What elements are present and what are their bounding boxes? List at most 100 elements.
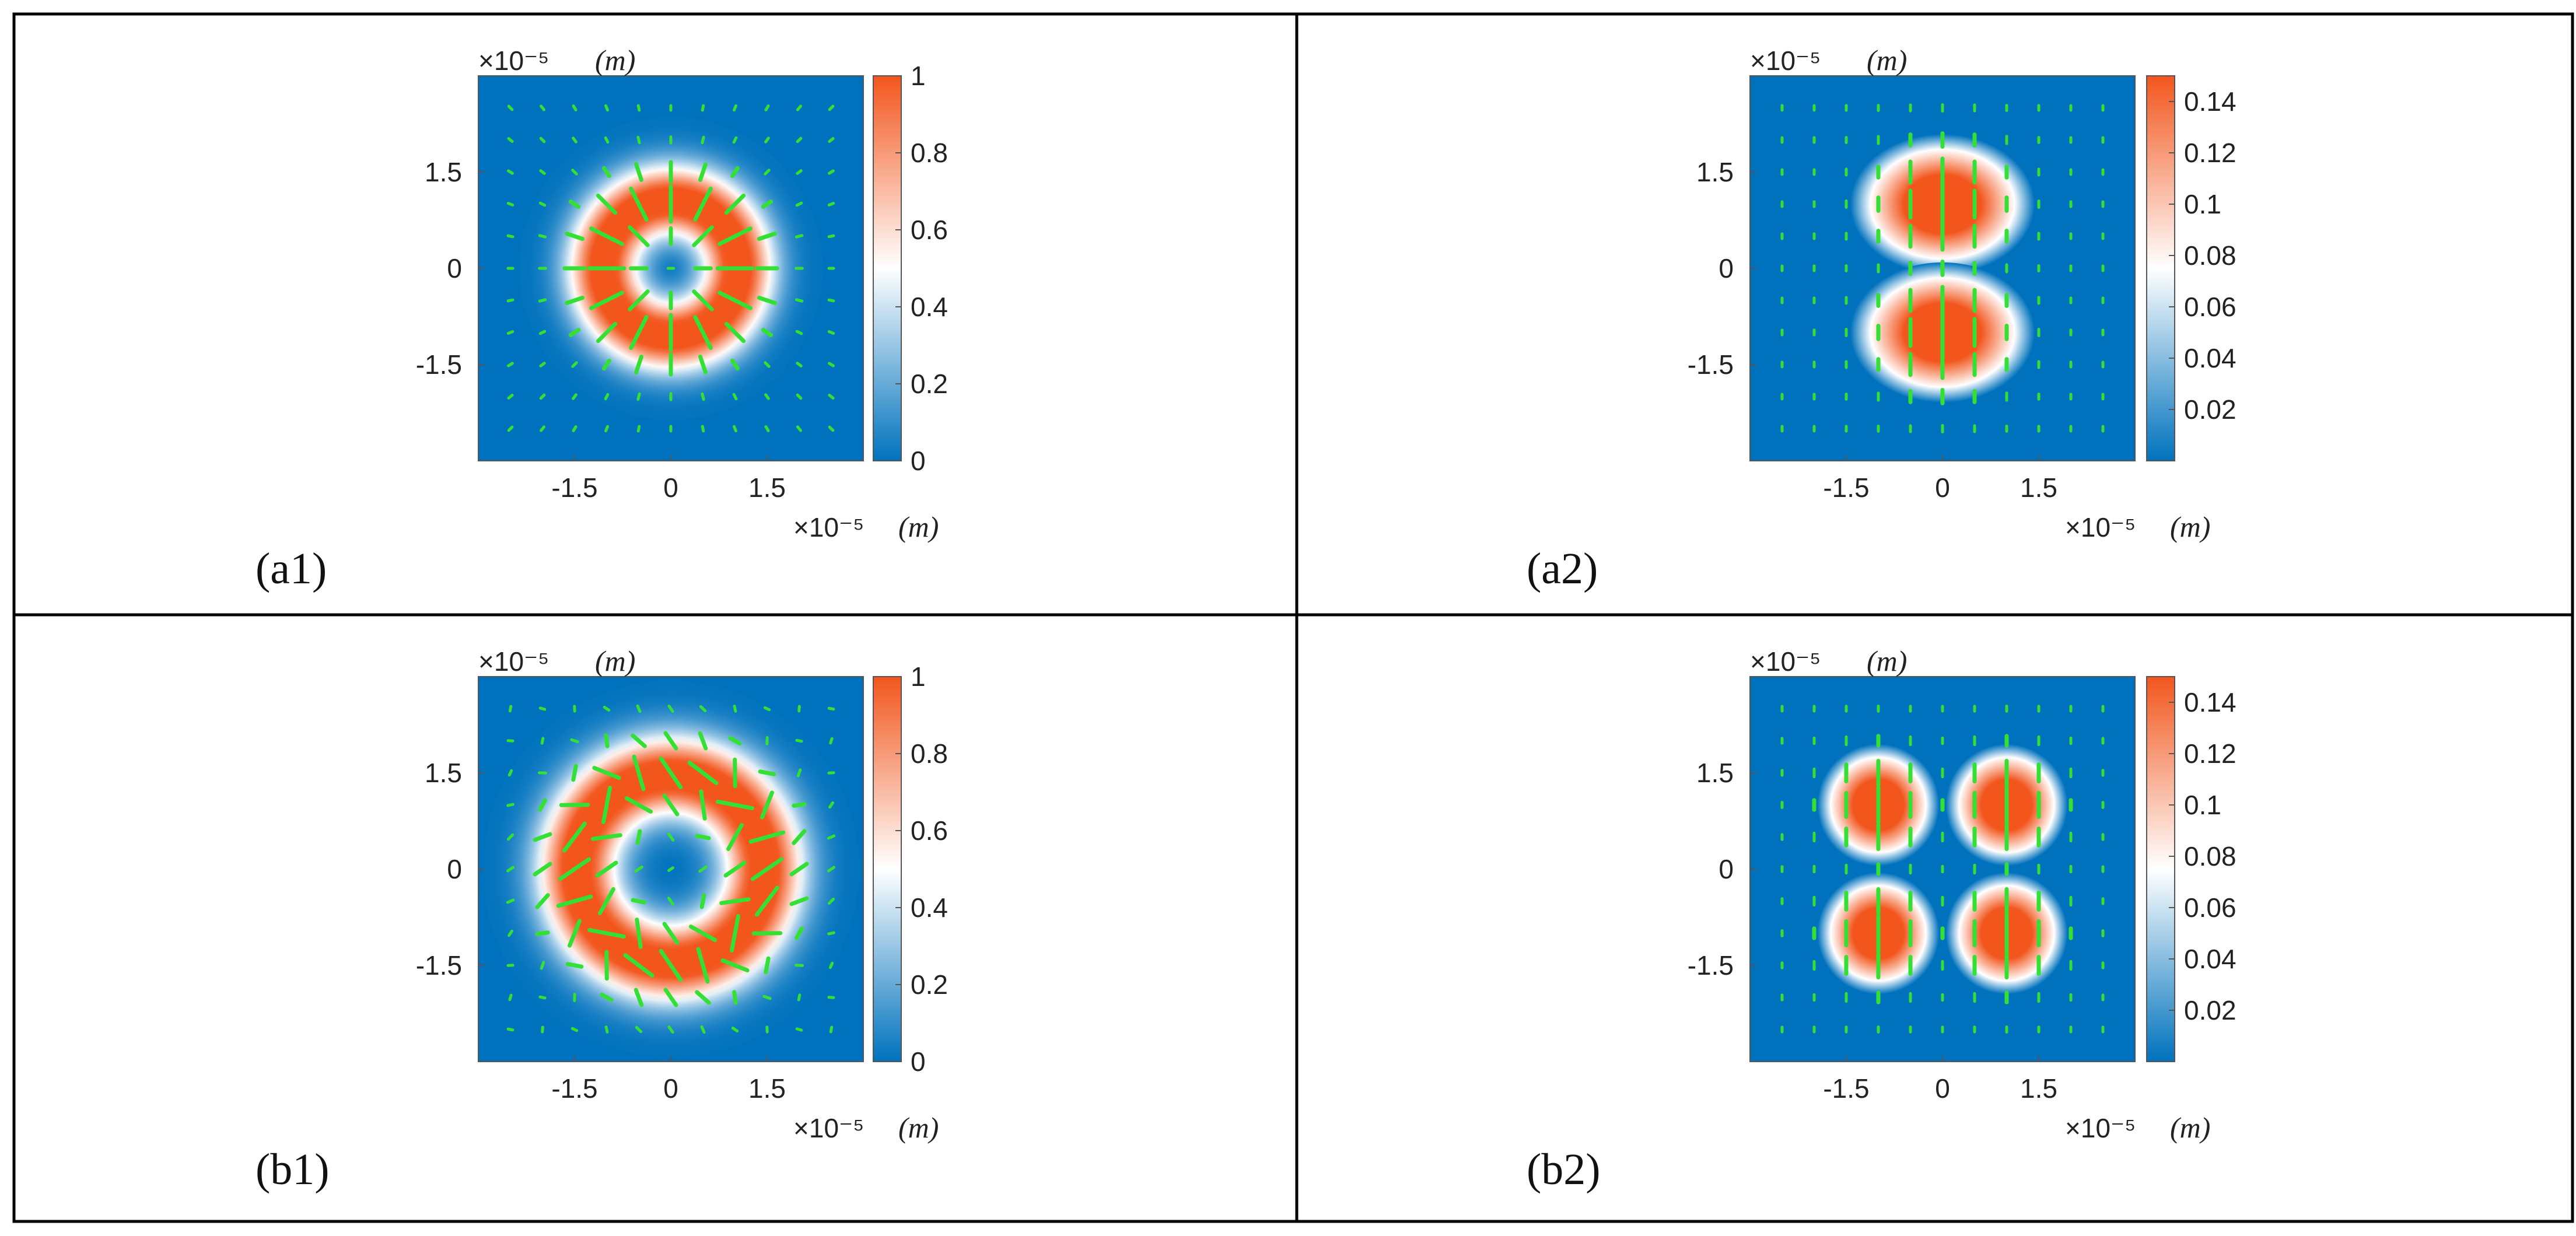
vector-segment <box>764 169 771 176</box>
vector-segment <box>589 290 624 310</box>
vector-segment <box>828 961 834 969</box>
vector-segment <box>635 1025 643 1034</box>
vector-field <box>506 704 836 1034</box>
vector-segment <box>631 898 647 905</box>
vector-segment <box>687 761 719 785</box>
vector-segment <box>603 706 611 712</box>
x-tick-label: 1.5 <box>748 1073 786 1104</box>
vector-segment <box>699 789 707 821</box>
vector-segment <box>724 321 746 344</box>
vector-segment <box>667 832 675 842</box>
vector-segment <box>636 392 641 401</box>
vector-segment <box>827 330 835 335</box>
vector-segment <box>699 893 706 909</box>
colorbar-tick-label: 0.14 <box>2184 687 2236 717</box>
vector-segment <box>732 136 738 144</box>
x-exponent-label: ×10⁻⁵ <box>793 1113 864 1143</box>
vector-segment <box>533 862 552 877</box>
vector-segment <box>667 897 675 906</box>
vector-segment <box>506 298 514 303</box>
colorbar <box>2146 75 2175 461</box>
vector-segment <box>797 993 802 1002</box>
vector-segment <box>538 330 547 335</box>
vector-segment <box>568 328 581 337</box>
vector-segment <box>507 362 514 367</box>
y-exponent-label: ×10⁻⁵ <box>478 45 549 76</box>
vector-segment <box>634 865 643 873</box>
vector-segment <box>559 803 590 807</box>
x-tick-label: 1.5 <box>2020 1073 2057 1104</box>
vector-segment <box>764 393 770 400</box>
vector-segment <box>796 136 803 143</box>
y-tick-label: -1.5 <box>416 349 462 380</box>
vector-segment <box>662 922 680 945</box>
vector-segment <box>829 737 834 745</box>
vector-segment <box>764 361 771 368</box>
vector-segment <box>719 897 751 905</box>
vector-segment <box>598 887 615 916</box>
vector-segment <box>572 393 578 400</box>
vector-segment <box>507 425 514 432</box>
vector-segment <box>628 289 650 311</box>
x-tick-label: 1.5 <box>748 472 786 503</box>
vector-segment <box>692 225 714 247</box>
vector-segment <box>535 893 550 909</box>
vector-segment <box>795 1027 803 1032</box>
vector-segment <box>726 822 744 852</box>
vector-segment <box>539 136 546 143</box>
vector-segment <box>667 704 674 713</box>
y-tick-label: 0 <box>447 854 462 884</box>
plot-area <box>1780 103 2105 434</box>
panels: -1.5 0 1.5 1.5 0 -1.5 ×10⁻⁵ (m) ×10⁻⁵ (m) 0 0.2 0.4 0… <box>256 44 2236 1194</box>
x-exponent-label: ×10⁻⁵ <box>2065 1113 2136 1143</box>
vector-segment <box>558 857 592 881</box>
vector-segment <box>828 169 835 175</box>
vector-segment <box>662 793 680 817</box>
vector-segment <box>635 829 642 845</box>
vector-segment <box>796 104 802 111</box>
vector-segment <box>564 295 585 306</box>
x-tick-label: -1.5 <box>1823 1073 1869 1104</box>
vector-field <box>506 104 835 433</box>
colorbar-tick-label: 0.4 <box>911 292 948 322</box>
colorbar-tick-label: 0.04 <box>2184 343 2236 373</box>
vector-segment <box>763 706 771 712</box>
colorbar-tick-label: 0.06 <box>2184 292 2236 322</box>
colorbar-tick-label: 1 <box>911 61 926 91</box>
vector-segment <box>733 425 737 433</box>
colorbar-tick-label: 0.8 <box>911 138 948 168</box>
x-tick-label: 0 <box>663 1073 678 1104</box>
colorbar-tick-label: 0.6 <box>911 815 948 846</box>
vector-segment <box>506 202 514 206</box>
y-tick-label: 1.5 <box>1696 157 1734 187</box>
vector-segment <box>539 393 546 400</box>
colorbar-tick-label: 0.2 <box>911 969 948 1000</box>
vector-segment <box>828 425 835 432</box>
vector-segment <box>571 361 578 368</box>
vector-segment <box>602 166 611 178</box>
vector-segment <box>572 425 578 432</box>
vector-field <box>1780 705 2105 1034</box>
colorbar-tick-label: 0 <box>911 1046 926 1077</box>
plot-area <box>506 104 835 433</box>
vector-segment <box>764 425 770 432</box>
vector-segment <box>700 1025 706 1034</box>
vector-segment <box>556 894 593 908</box>
x-tick-label: -1.5 <box>551 472 597 503</box>
vector-segment <box>758 769 776 776</box>
vector-segment <box>568 199 581 209</box>
vector-segment <box>795 330 803 335</box>
vector-segment <box>604 104 609 112</box>
vector-segment <box>628 225 650 247</box>
y-tick-label: -1.5 <box>416 950 462 981</box>
vector-segment <box>755 885 779 917</box>
vector-segment <box>540 737 545 745</box>
panel-label: (b2) <box>1527 1145 1601 1194</box>
panel-a2: -1.5 0 1.5 1.5 0 -1.5 ×10⁻⁵ (m) ×10⁻⁵ (m) 0.02 0.04… <box>1527 44 2236 593</box>
vector-segment <box>764 104 770 111</box>
x-exponent-label: ×10⁻⁵ <box>793 512 864 542</box>
vector-segment <box>789 862 809 877</box>
colorbar-tick-label: 0.04 <box>2184 944 2236 974</box>
vector-segment <box>797 705 801 713</box>
vector-segment <box>507 104 514 111</box>
